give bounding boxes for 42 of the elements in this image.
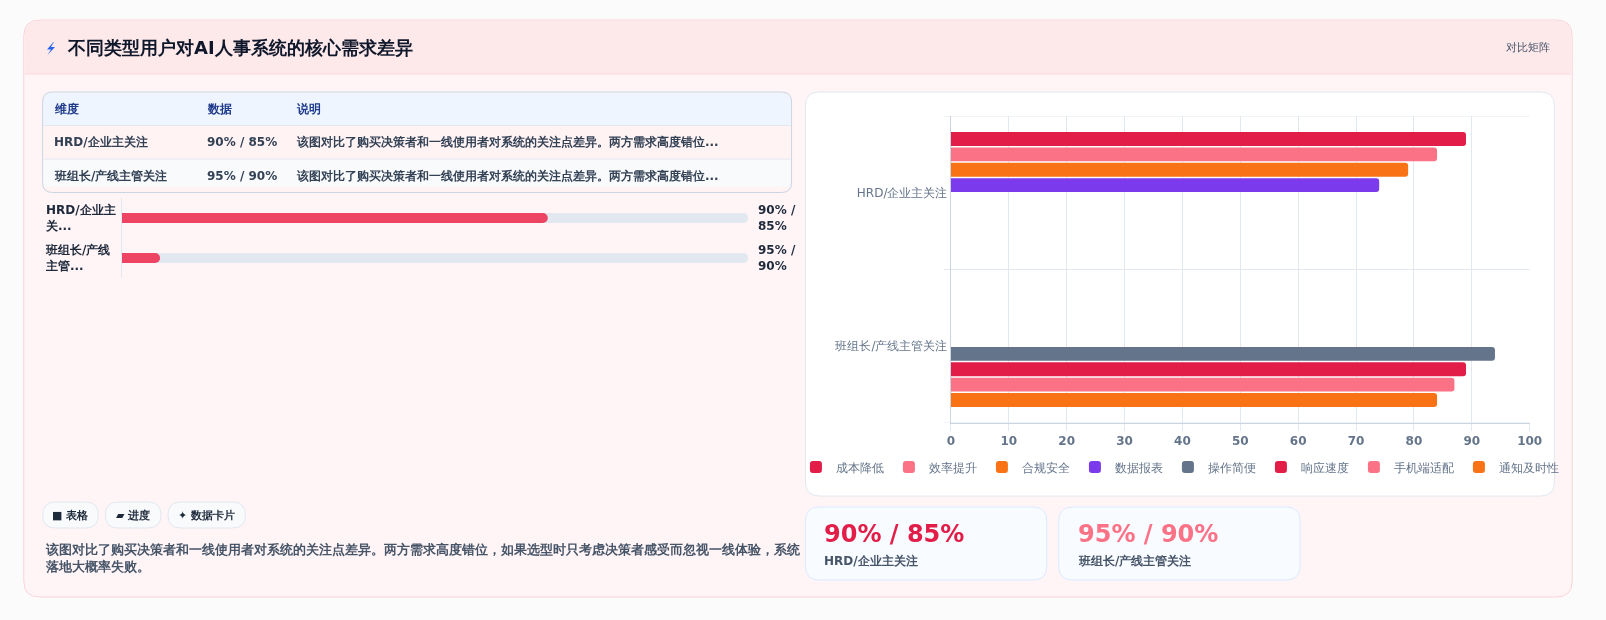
text: HRD/企业主关注: [54, 135, 148, 149]
text: 说明: [296, 102, 321, 116]
legend-label: 效率提升: [928, 460, 977, 475]
x-tick-label: 30: [1116, 434, 1133, 449]
y-tick-label: HRD/企业主关...: [45, 203, 116, 233]
legend-label: 合规安全: [1021, 460, 1070, 475]
y-tick-label: 班组长/产线主管...: [45, 243, 111, 273]
x-tick-label: 50: [1231, 434, 1249, 449]
x-tick-label: 60: [1289, 434, 1307, 449]
text: 维度: [54, 102, 79, 116]
x-tick-label: 80: [1405, 434, 1423, 449]
text: ▰ 进度: [116, 509, 151, 522]
text: 95% / 90%: [1078, 520, 1219, 548]
text: ✦ 数据卡片: [178, 509, 236, 522]
legend-label: 手机端适配: [1393, 460, 1454, 475]
x-tick-label: 100: [1517, 434, 1543, 449]
text: 90% / 85%: [824, 520, 965, 548]
text: 班组长/产线主管关注: [54, 169, 168, 183]
text: 90% / 85%: [758, 203, 796, 233]
text: 数据: [207, 102, 232, 116]
legend-label: 数据报表: [1114, 460, 1163, 475]
text: 对比矩阵: [1506, 41, 1550, 54]
text: 90% / 85%: [207, 135, 278, 149]
x-tick-label: 10: [1000, 434, 1018, 449]
text: 班组长/产线主管关注: [1078, 554, 1192, 568]
legend-label: 操作简便: [1207, 460, 1256, 475]
legend-label: 成本降低: [835, 460, 884, 475]
legend-label: 响应速度: [1300, 460, 1349, 475]
text: 该图对比了购买决策者和一线使用者对系统的关注点差异。两方需求高度错位...: [296, 135, 719, 149]
text: HRD/企业主关注: [824, 554, 918, 568]
x-tick-label: 40: [1174, 434, 1191, 449]
text: 该图对比了购买决策者和一线使用者对系统的关注点差异。两方需求高度错位...: [296, 169, 719, 183]
legend-label: 通知及时性: [1498, 460, 1559, 475]
text: 不同类型用户对AI人事系统的核心需求差异: [67, 37, 413, 58]
x-tick-label: 0: [946, 434, 956, 449]
text: 95% / 90%: [758, 243, 796, 273]
text: 95% / 90%: [207, 169, 278, 183]
x-tick-label: 90: [1463, 434, 1481, 449]
x-tick-label: 20: [1058, 434, 1075, 449]
text: ■ 表格: [52, 509, 90, 522]
text: 该图对比了购买决策者和一线使用者对系统的关注点差异。两方需求高度错位，如果选型时只考虑决策者感受而忽视一线体验，系统落地大概率失败。: [45, 542, 801, 574]
x-tick-label: 70: [1347, 434, 1365, 449]
